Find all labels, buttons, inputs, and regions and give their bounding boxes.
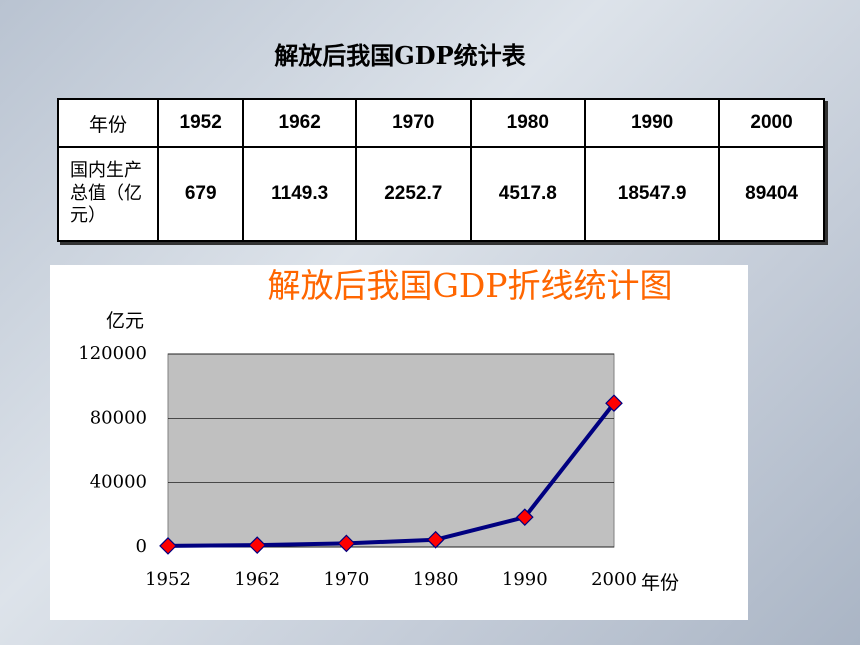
table-cell: 4517.8	[469, 146, 587, 242]
x-axis-label: 年份	[641, 572, 679, 594]
y-tick-label: 120000	[78, 343, 147, 364]
table-cell: 1962	[242, 98, 357, 148]
gdp-table: 年份 1952 1962 1970 1980 1990 2000 国内生产总值（亿元） 679 1…	[57, 98, 825, 242]
data-point	[337, 534, 356, 553]
table-row: 年份 1952 1962 1970 1980 1990 2000	[57, 98, 825, 148]
table-cell: 679	[156, 146, 245, 242]
x-tick-label: 1952	[145, 569, 191, 590]
x-tick-label: 1962	[234, 569, 280, 590]
y-tick-label: 80000	[90, 407, 147, 428]
chart-title: 解放后我国GDP折线统计图	[267, 266, 672, 305]
data-point	[248, 536, 267, 555]
table-cell: 1149.3	[242, 146, 357, 242]
table-cell: 1990	[584, 98, 721, 148]
data-line	[167, 401, 616, 548]
x-tick-label: 2000	[591, 569, 637, 590]
cell-text: 国内生产总值（亿元）	[70, 160, 142, 227]
y-axis-label: 亿元	[106, 310, 144, 332]
y-tick-label: 40000	[90, 472, 147, 493]
table-cell: 1970	[354, 98, 472, 148]
x-tick-label: 1970	[323, 569, 369, 590]
x-tick-label: 1990	[502, 569, 548, 590]
table-cell: 89404	[718, 146, 825, 242]
table-row: 国内生产总值（亿元） 679 1149.3 2252.7 4517.8 18547.9 89…	[57, 146, 825, 242]
data-point	[159, 537, 177, 555]
table-cell: 1980	[469, 98, 587, 148]
table-cell: 1952	[156, 98, 245, 148]
table-cell: 年份	[57, 98, 159, 148]
plot-area	[167, 353, 615, 548]
data-point	[515, 508, 534, 527]
data-point	[605, 394, 623, 413]
table-cell: 2000	[718, 98, 825, 148]
table-cell: 18547.9	[584, 146, 721, 242]
y-tick-label: 0	[136, 536, 147, 557]
x-tick-label: 1980	[413, 569, 459, 590]
table-cell: 2252.7	[354, 146, 472, 242]
table-cell: 国内生产总值（亿元）	[57, 146, 159, 242]
data-point	[426, 530, 445, 549]
table-title: 解放后我国GDP统计表	[274, 41, 526, 70]
